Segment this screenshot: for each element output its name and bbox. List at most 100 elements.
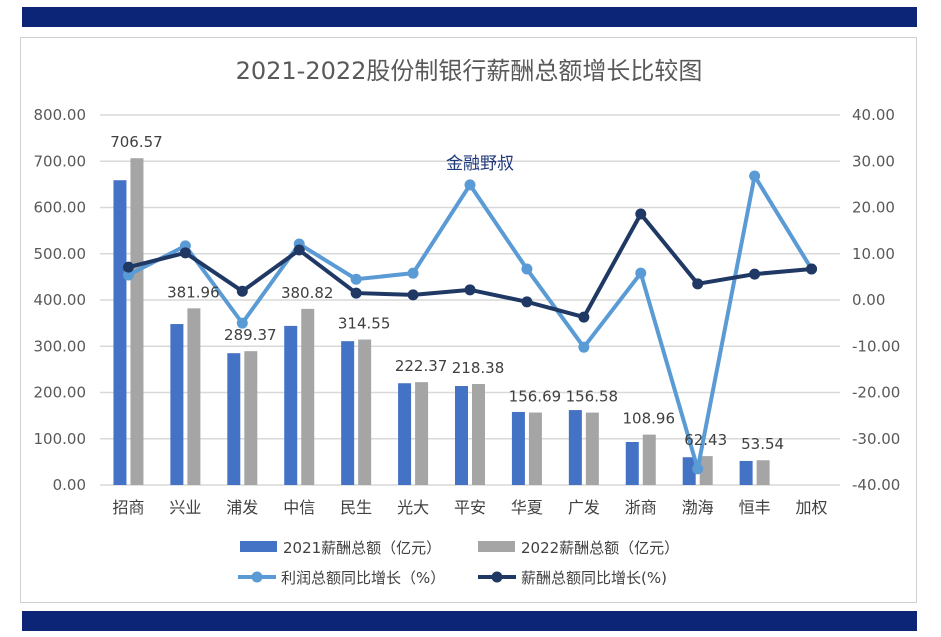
legend-label: 薪酬总额同比增长(%) <box>521 569 667 587</box>
line-point <box>464 179 476 191</box>
x-axis-tick: 平安 <box>454 498 486 517</box>
line-point <box>578 341 590 353</box>
data-label: 314.55 <box>338 315 391 333</box>
line-point <box>692 278 704 290</box>
left-axis-tick: 0.00 <box>53 476 86 494</box>
bar-2022 <box>585 412 599 485</box>
left-axis-tick: 500.00 <box>34 245 87 263</box>
bar-2021 <box>227 353 241 485</box>
bar-2021 <box>113 180 127 485</box>
bar-2021 <box>625 441 639 485</box>
x-axis-tick: 兴业 <box>169 498 201 517</box>
right-axis-tick: 10.00 <box>852 245 895 263</box>
line-point <box>350 287 362 299</box>
legend-label: 利润总额同比增长（%） <box>281 569 445 587</box>
bar-2021 <box>739 460 753 485</box>
chart-frame <box>20 37 917 603</box>
left-axis-tick: 400.00 <box>34 291 87 309</box>
data-label: 289.37 <box>224 326 277 344</box>
line-point <box>293 244 305 256</box>
data-label: 380.82 <box>281 284 334 302</box>
line-point <box>464 284 476 296</box>
line-point <box>521 296 533 308</box>
bar-2022 <box>699 456 713 485</box>
left-axis-tick: 800.00 <box>34 106 87 124</box>
line-salary-growth <box>127 211 812 320</box>
line-point <box>122 261 134 273</box>
data-label: 218.38 <box>452 359 505 377</box>
x-axis-tick: 浙商 <box>625 498 657 517</box>
data-label: 381.96 <box>167 283 220 301</box>
bar-2021 <box>682 457 696 485</box>
legend-swatch <box>240 541 277 552</box>
bar-2022 <box>130 158 144 486</box>
right-axis-tick: 20.00 <box>852 199 895 217</box>
legend-label: 2021薪酬总额（亿元） <box>283 539 441 557</box>
line-point <box>236 317 248 329</box>
legend-label: 2022薪酬总额（亿元） <box>521 539 679 557</box>
bar-2022 <box>187 308 201 485</box>
right-axis-tick: -30.00 <box>852 430 900 448</box>
data-label: 53.54 <box>741 435 784 453</box>
right-axis-tick: 30.00 <box>852 152 895 170</box>
left-axis-tick: 300.00 <box>34 337 87 355</box>
line-point <box>578 311 590 323</box>
right-axis-tick: -40.00 <box>852 476 900 494</box>
right-axis-tick: 0.00 <box>852 291 885 309</box>
legend-swatch <box>478 541 515 552</box>
x-axis-tick: 广发 <box>568 498 600 517</box>
left-axis-tick: 700.00 <box>34 152 87 170</box>
watermark: 金融野叔 <box>446 154 514 174</box>
bar-2022 <box>472 383 485 485</box>
bar-2022 <box>756 460 770 485</box>
bar-2021 <box>170 324 184 485</box>
bar-2021 <box>568 410 582 485</box>
x-axis-tick: 华夏 <box>511 498 543 517</box>
line-point <box>635 267 647 279</box>
bar-2021 <box>284 325 298 485</box>
bar-2022 <box>358 339 372 485</box>
legend-marker <box>251 571 263 583</box>
bar-2021 <box>511 411 525 485</box>
right-axis-tick: 40.00 <box>852 106 895 124</box>
left-axis-tick: 600.00 <box>34 199 87 217</box>
line-point <box>635 208 647 220</box>
line-point <box>236 285 248 297</box>
bar-2022 <box>642 434 656 485</box>
line-point <box>407 267 419 279</box>
data-label: 706.57 <box>110 133 163 151</box>
left-axis-tick: 100.00 <box>34 430 87 448</box>
data-label: 222.37 <box>395 357 448 375</box>
data-label: 108.96 <box>623 410 676 428</box>
bar-2021 <box>455 386 468 485</box>
x-axis-tick: 民生 <box>340 498 372 517</box>
left-axis-tick: 200.00 <box>34 384 87 402</box>
bar-2022 <box>301 308 315 485</box>
x-axis-tick: 加权 <box>796 498 828 517</box>
bottom-banner <box>22 611 917 631</box>
line-point <box>749 170 761 182</box>
line-point <box>521 263 533 275</box>
bar-2022 <box>528 412 542 485</box>
bar-2022 <box>415 382 429 485</box>
line-point <box>806 263 818 275</box>
data-label: 156.69 <box>509 388 562 406</box>
bar-2022 <box>244 351 258 485</box>
right-axis-tick: -10.00 <box>852 337 900 355</box>
right-axis-tick: -20.00 <box>852 384 900 402</box>
line-point <box>350 273 362 285</box>
data-label: 62.43 <box>684 431 727 449</box>
legend-marker <box>491 571 503 583</box>
line-point <box>179 247 191 259</box>
x-axis-tick: 招商 <box>112 498 144 517</box>
x-axis-tick: 浦发 <box>226 498 258 517</box>
bar-2021 <box>398 383 412 485</box>
x-axis-tick: 恒丰 <box>739 498 771 517</box>
bar-2021 <box>341 341 355 485</box>
x-axis-tick: 光大 <box>397 498 429 517</box>
line-point <box>407 289 419 301</box>
x-axis-tick: 中信 <box>283 498 315 517</box>
x-axis-tick: 渤海 <box>682 498 714 517</box>
line-point <box>122 269 134 281</box>
